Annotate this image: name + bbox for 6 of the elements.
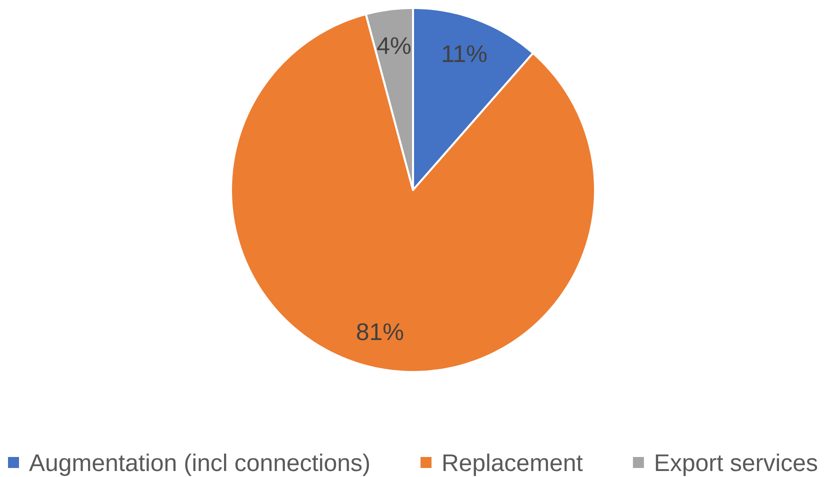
data-label: 81% [356,323,404,340]
data-label: 4% [377,37,410,54]
legend-label: Augmentation (incl connections) [29,454,369,476]
legend-label: Export services [656,454,818,476]
data-label: 11% [443,45,487,62]
legend-label: Replacement [443,454,583,476]
